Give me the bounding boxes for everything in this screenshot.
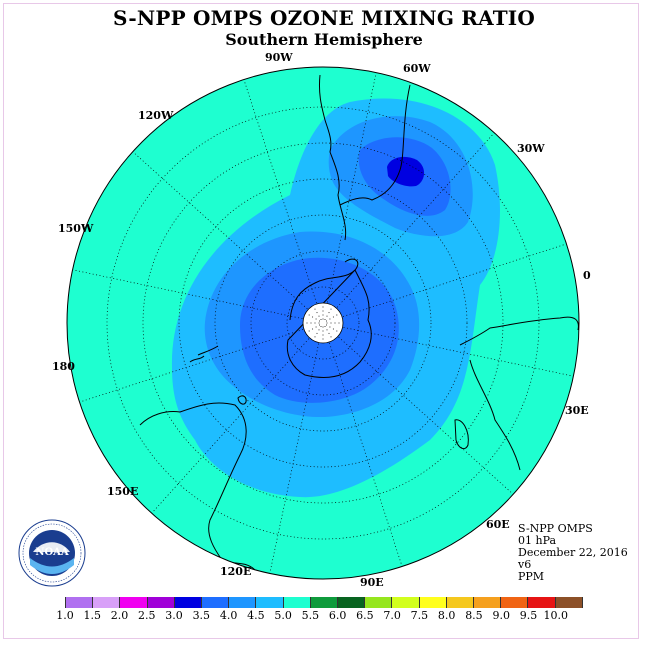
- colorbar-tick-label: 6.0: [328, 609, 347, 622]
- colorbar-tick-label: 5.0: [274, 609, 292, 622]
- colorbar-swatch: [365, 597, 393, 608]
- lon-label-150e: 150E: [107, 485, 138, 498]
- lon-label-30e: 30E: [565, 404, 589, 417]
- lon-label-60e: 60E: [486, 518, 510, 531]
- info-panel: S-NPP OMPS 01 hPa December 22, 2016 v6 P…: [518, 523, 628, 583]
- colorbar-swatch: [120, 597, 148, 608]
- colorbar-tick-label: 8.0: [437, 609, 456, 622]
- colorbar-swatch: [392, 597, 420, 608]
- page-title: S-NPP OMPS OZONE MIXING RATIO: [113, 6, 535, 30]
- colorbar: [65, 597, 583, 608]
- meridian-line: [129, 148, 324, 324]
- colorbar-swatch: [310, 597, 339, 608]
- south-america-coast: [319, 74, 411, 241]
- lon-label-0: 0: [583, 269, 591, 282]
- colorbar-swatch: [147, 597, 175, 608]
- colorbar-tick-label: 2.5: [138, 609, 156, 622]
- latitude-grid: [106, 106, 540, 540]
- meridian-line: [148, 322, 324, 517]
- colorbar-tick-label: 9.5: [519, 609, 538, 622]
- colorbar-swatch: [256, 597, 284, 608]
- info-instrument: S-NPP OMPS: [518, 522, 593, 535]
- lon-label-120w: 120W: [138, 109, 174, 122]
- noaa-logo: NOAA: [18, 519, 86, 587]
- colorbar-swatch: [419, 597, 447, 608]
- colorbar-labels: 1.0 1.5 2.0 2.5 3.0 3.5 4.0 4.5 5.0 5.5 6.0 6.5 7.0 7…: [56, 609, 583, 623]
- lon-label-120e: 120E: [220, 565, 251, 578]
- meridian-line: [68, 268, 324, 324]
- lon-label-90e: 90E: [360, 576, 384, 589]
- meridian-line: [322, 242, 571, 324]
- colorbar-tick-label: 10.0: [543, 609, 568, 622]
- meridian-line: [322, 322, 517, 498]
- colorbar-swatch: [202, 597, 230, 608]
- colorbar-swatch: [283, 597, 311, 608]
- colorbar-tick-label: 7.0: [383, 609, 401, 622]
- colorbar-swatch: [555, 597, 583, 608]
- meridian-line: [322, 68, 378, 324]
- info-units: PPM: [518, 570, 545, 583]
- colorbar-tick-label: 3.0: [165, 609, 183, 622]
- info-date: December 22, 2016: [518, 546, 628, 559]
- lon-label-180: 180: [52, 360, 75, 373]
- lon-label-60w: 60W: [403, 62, 431, 75]
- tasmania-coast: [237, 395, 247, 405]
- meridian-line: [322, 129, 498, 324]
- colorbar-swatch: [65, 597, 94, 608]
- page-subtitle: Southern Hemisphere: [225, 30, 423, 49]
- colorbar-tick-label: 9.0: [492, 609, 510, 622]
- noaa-logo-text: NOAA: [35, 547, 69, 558]
- colorbar-swatch: [446, 597, 475, 608]
- lon-label-30w: 30W: [517, 142, 545, 155]
- longitude-labels: 90W 60W 30W 0 30E 60E 90E 120E 150E 180 …: [52, 51, 591, 589]
- colorbar-tick-label: 2.0: [110, 609, 129, 622]
- info-level: 01 hPa: [518, 534, 557, 547]
- meridian-line: [268, 322, 324, 578]
- colorbar-swatch: [338, 597, 366, 608]
- colorbar-swatch: [474, 597, 502, 608]
- colorbar-swatch: [501, 597, 529, 608]
- lon-label-90w: 90W: [265, 51, 293, 64]
- colorbar-swatch: [528, 597, 556, 608]
- new-zealand-coast: [189, 345, 219, 363]
- meridian-line: [242, 75, 324, 324]
- colorbar-tick-label: 5.5: [301, 609, 320, 622]
- meridian-line: [322, 322, 404, 571]
- lon-label-150w: 150W: [58, 222, 94, 235]
- longitude-grid: [68, 68, 578, 578]
- colorbar-tick-label: 4.5: [247, 609, 265, 622]
- colorbar-tick-label: 6.5: [356, 609, 374, 622]
- colorbar-tick-label: 1.0: [56, 609, 74, 622]
- south-pole-blank: [302, 302, 344, 344]
- madagascar-coast: [454, 419, 469, 450]
- info-version: v6: [518, 558, 532, 571]
- colorbar-swatch: [174, 597, 203, 608]
- colorbar-tick-label: 3.5: [192, 609, 211, 622]
- pole-grid-dots: [306, 306, 340, 340]
- map-border: [66, 66, 580, 580]
- colorbar-swatch: [229, 597, 257, 608]
- meridian-line: [322, 322, 578, 378]
- colorbar-tick-label: 4.0: [219, 609, 238, 622]
- meridian-line: [75, 322, 324, 404]
- africa-coast: [459, 316, 579, 471]
- antarctica-coast: [286, 258, 372, 378]
- colorbar-tick-label: 8.5: [465, 609, 483, 622]
- colorbar-tick-label: 1.5: [83, 609, 102, 622]
- colorbar-swatch: [93, 597, 121, 608]
- colorbar-tick-label: 7.5: [410, 609, 429, 622]
